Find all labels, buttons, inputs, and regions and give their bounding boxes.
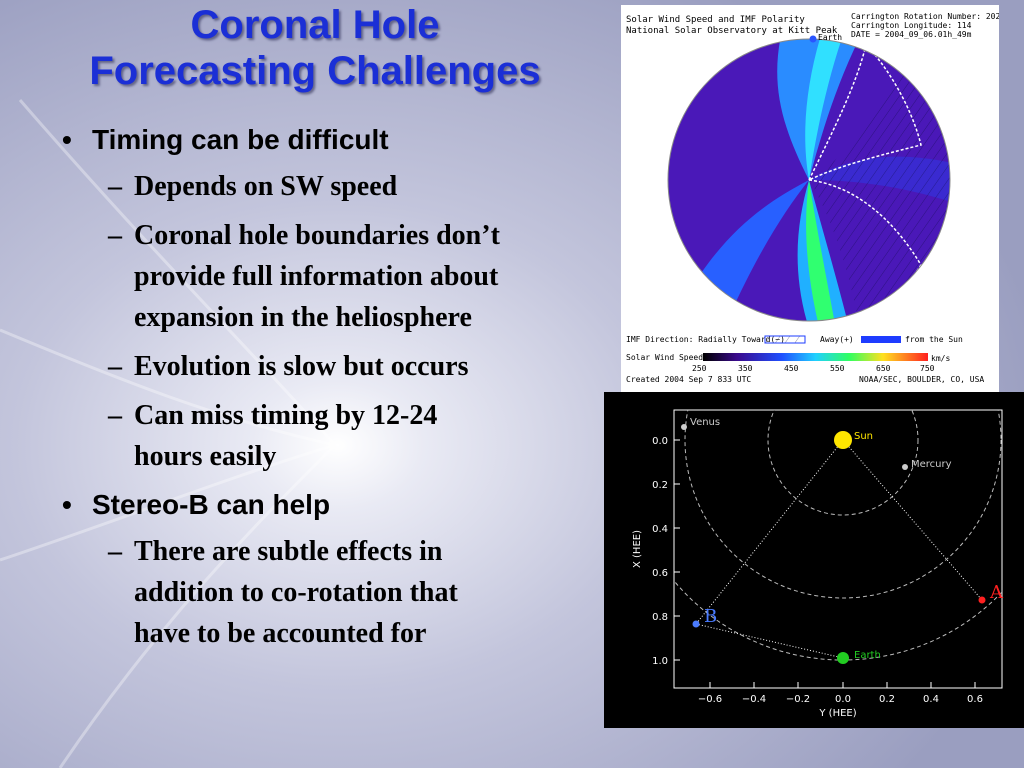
sun-label: Sun [854, 431, 873, 442]
sub-bullet: – Evolution is slow but occurs [58, 346, 618, 387]
y-tick-labels: 0.0 0.2 0.4 0.6 0.8 1.0 [652, 436, 668, 667]
x-tick-label: 0.6 [967, 694, 983, 705]
speed-label: Solar Wind Speed [626, 353, 703, 362]
sub-bullet-line: There are subtle effects in [134, 536, 443, 567]
bullet-text: Timing can be difficult [92, 124, 389, 155]
x-tick-label: 0.4 [923, 694, 939, 705]
sw-title-1: Solar Wind Speed and IMF Polarity [626, 15, 805, 25]
sub-bullet-line: Can miss timing by 12-24 [134, 400, 438, 431]
sub-bullet-line: Coronal hole boundaries don’t [134, 220, 500, 251]
sub-bullet: – Coronal hole boundaries don’t provide … [58, 215, 618, 338]
title-line-1: Coronal Hole [190, 3, 440, 47]
x-tick-label: −0.4 [742, 694, 766, 705]
sub-bullet-line: provide full information about [134, 261, 499, 292]
x-axis-label: Y (HEE) [818, 708, 856, 719]
sw-earth-marker [809, 35, 817, 43]
sub-bullet-line: Evolution is slow but occurs [134, 351, 469, 382]
speed-tick: 250 [692, 364, 707, 373]
slide-title: Coronal Hole Forecasting Challenges [0, 2, 630, 94]
venus-label: Venus [690, 417, 720, 428]
y-axis-label: X (HEE) [632, 530, 643, 568]
sw-rotation: Carrington Rotation Number: 2020 [851, 12, 999, 21]
solar-wind-disk [668, 39, 950, 321]
sub-bullet: – Can miss timing by 12-24 hours easily [58, 395, 618, 477]
imf-from-sun: from the Sun [905, 335, 963, 344]
orbit-figure: −0.6 −0.4 −0.2 0.0 0.2 0.4 0.6 0.0 0.2 0… [604, 392, 1024, 728]
sw-date: DATE = 2004_09_06.01h_49m [851, 30, 972, 39]
plot-frame [673, 409, 1003, 689]
bullet-timing: • Timing can be difficult [58, 120, 618, 160]
imf-away-label: Away(+) [820, 335, 854, 344]
sub-dash: – [108, 400, 122, 431]
speed-tick: 550 [830, 364, 845, 373]
x-tick-label: −0.6 [698, 694, 722, 705]
orbit-lines [674, 410, 1002, 661]
sw-earth-label: Earth [818, 33, 842, 42]
orbit-svg: −0.6 −0.4 −0.2 0.0 0.2 0.4 0.6 0.0 0.2 0… [632, 409, 1004, 719]
bullet-dot: • [62, 124, 72, 155]
sub-bullet-line: Depends on SW speed [134, 171, 398, 202]
stereo-a-label: A [989, 582, 1004, 603]
imf-label: IMF Direction: Radially Toward(−) [626, 335, 785, 344]
sub-bullet: – Depends on SW speed [58, 166, 618, 207]
bullet-stereo: • Stereo-B can help [58, 485, 618, 525]
y-tick-label: 0.2 [652, 480, 668, 491]
sightlines [695, 439, 983, 659]
solar-wind-figure: Solar Wind Speed and IMF Polarity Nation… [621, 5, 1005, 392]
x-tick-labels: −0.6 −0.4 −0.2 0.0 0.2 0.4 0.6 [698, 694, 983, 705]
imf-toward-swatch [764, 335, 806, 344]
earth-label: Earth [854, 650, 881, 661]
venus-marker [681, 424, 687, 430]
sub-bullet-line: hours easily [134, 441, 277, 472]
speed-tick: 650 [876, 364, 891, 373]
sw-title-2: National Solar Observatory at Kitt Peak [626, 26, 838, 36]
stereo-b-marker [692, 620, 700, 628]
sub-dash: – [108, 536, 122, 567]
sub-dash: – [108, 171, 122, 202]
sub-dash: – [108, 351, 122, 382]
bullet-dot: • [62, 489, 72, 520]
sw-credit: NOAA/SEC, BOULDER, CO, USA [859, 375, 984, 384]
stereo-b-label: B [704, 606, 717, 627]
y-tick-label: 0.4 [652, 524, 668, 535]
imf-away-swatch [861, 336, 901, 343]
sub-dash: – [108, 220, 122, 251]
y-tick-label: 0.0 [652, 436, 668, 447]
speed-colorbar [703, 353, 928, 361]
bullet-list: • Timing can be difficult – Depends on S… [58, 120, 618, 662]
sub-bullet-line: expansion in the heliosphere [134, 302, 472, 333]
y-tick-label: 0.6 [652, 568, 668, 579]
x-tick-label: 0.2 [879, 694, 895, 705]
x-tick-label: −0.2 [786, 694, 810, 705]
speed-tick: 350 [738, 364, 753, 373]
mercury-marker [902, 464, 908, 470]
sub-bullet-line: have to be accounted for [134, 618, 427, 649]
solar-wind-svg: Solar Wind Speed and IMF Polarity Nation… [626, 12, 1005, 384]
mercury-label: Mercury [911, 459, 952, 470]
sub-bullet: – There are subtle effects in addition t… [58, 531, 618, 654]
x-tick-label: 0.0 [835, 694, 851, 705]
sw-longitude: Carrington Longitude: 114 [851, 21, 972, 30]
speed-unit: km/s [931, 354, 950, 363]
bullet-text: Stereo-B can help [92, 489, 331, 520]
y-tick-label: 0.8 [652, 612, 668, 623]
sun-marker [834, 431, 852, 449]
speed-tick: 750 [920, 364, 935, 373]
speed-tick: 450 [784, 364, 799, 373]
speed-ticks: 250 350 450 550 650 750 [692, 364, 935, 373]
earth-marker [837, 652, 849, 664]
stereo-a-marker [978, 596, 986, 604]
axis-ticks [674, 439, 976, 688]
sw-created: Created 2004 Sep 7 833 UTC [626, 375, 751, 384]
title-line-2: Forecasting Challenges [89, 49, 541, 93]
y-tick-label: 1.0 [652, 656, 668, 667]
sub-bullet-line: addition to co-rotation that [134, 577, 458, 608]
